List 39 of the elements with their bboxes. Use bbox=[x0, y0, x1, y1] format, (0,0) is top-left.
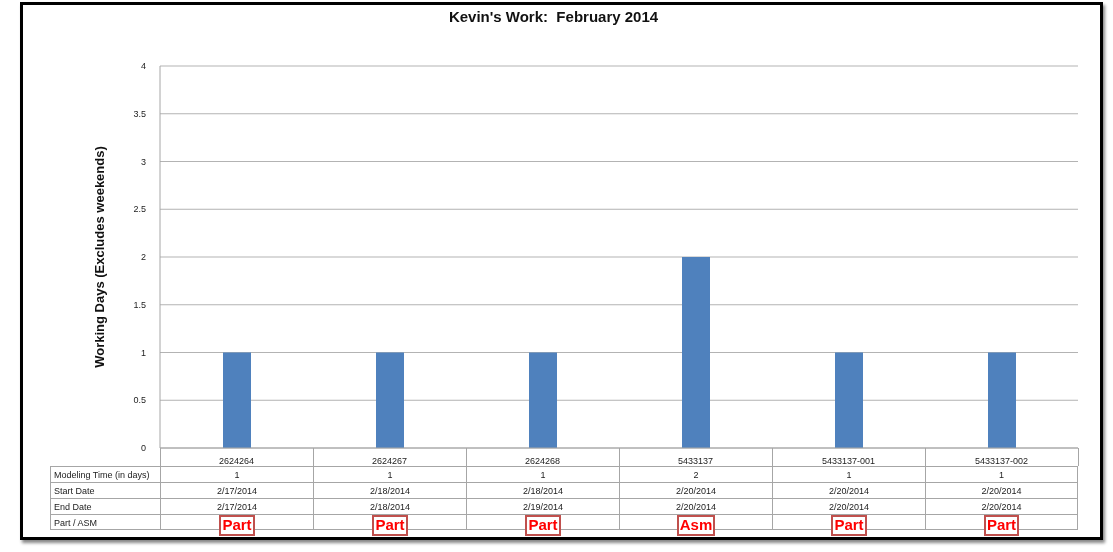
y-tick-label: 4 bbox=[140, 61, 146, 72]
x-tick-label: 2624264 bbox=[218, 456, 255, 467]
x-tick-label: 5433137-002 bbox=[974, 456, 1029, 467]
data-label: 1 bbox=[387, 470, 393, 480]
y-tick-label: 0.5 bbox=[133, 395, 146, 406]
data-label: 2 bbox=[693, 470, 699, 480]
text: 2/20/2014 bbox=[828, 486, 870, 496]
y-tick-label: 3 bbox=[140, 156, 146, 167]
data-label: 1 bbox=[540, 470, 546, 480]
y-tick-label: 1 bbox=[140, 347, 146, 358]
chart-title: Kevin's Work: February 2014 bbox=[448, 8, 659, 25]
text: 2/20/2014 bbox=[675, 502, 717, 512]
text: 2/20/2014 bbox=[675, 486, 717, 496]
text: Start Date bbox=[54, 486, 95, 496]
text: 2/17/2014 bbox=[216, 486, 258, 496]
data-label: 1 bbox=[846, 470, 852, 480]
y-tick-label: 2.5 bbox=[133, 204, 146, 215]
y-tick-label: 0 bbox=[140, 443, 146, 454]
text: Part / ASM bbox=[54, 518, 98, 528]
y-tick-label: 1.5 bbox=[133, 299, 146, 310]
y-tick-label: 2 bbox=[140, 252, 146, 263]
text: End Date bbox=[54, 502, 92, 512]
text: 2/20/2014 bbox=[981, 486, 1022, 496]
x-tick-label: 2624268 bbox=[524, 456, 561, 467]
text: 2/18/2014 bbox=[369, 486, 411, 496]
text: 2/19/2014 bbox=[522, 502, 564, 512]
data-label: 1 bbox=[234, 470, 240, 480]
data-label: 1 bbox=[998, 470, 1004, 480]
x-tick-label: 5433137 bbox=[677, 456, 714, 467]
y-tick-label: 3.5 bbox=[133, 108, 146, 119]
text: 2/20/2014 bbox=[981, 502, 1022, 512]
y-axis-title: Working Days (Excludes weekends) bbox=[92, 146, 107, 368]
text: Modeling Time (in days) bbox=[54, 470, 150, 480]
text: 2/20/2014 bbox=[828, 502, 870, 512]
x-tick-label: 5433137-001 bbox=[821, 456, 876, 467]
text: 2/18/2014 bbox=[369, 502, 411, 512]
text: 2/17/2014 bbox=[216, 502, 258, 512]
text: 2/18/2014 bbox=[522, 486, 564, 496]
x-tick-label: 2624267 bbox=[371, 456, 408, 467]
